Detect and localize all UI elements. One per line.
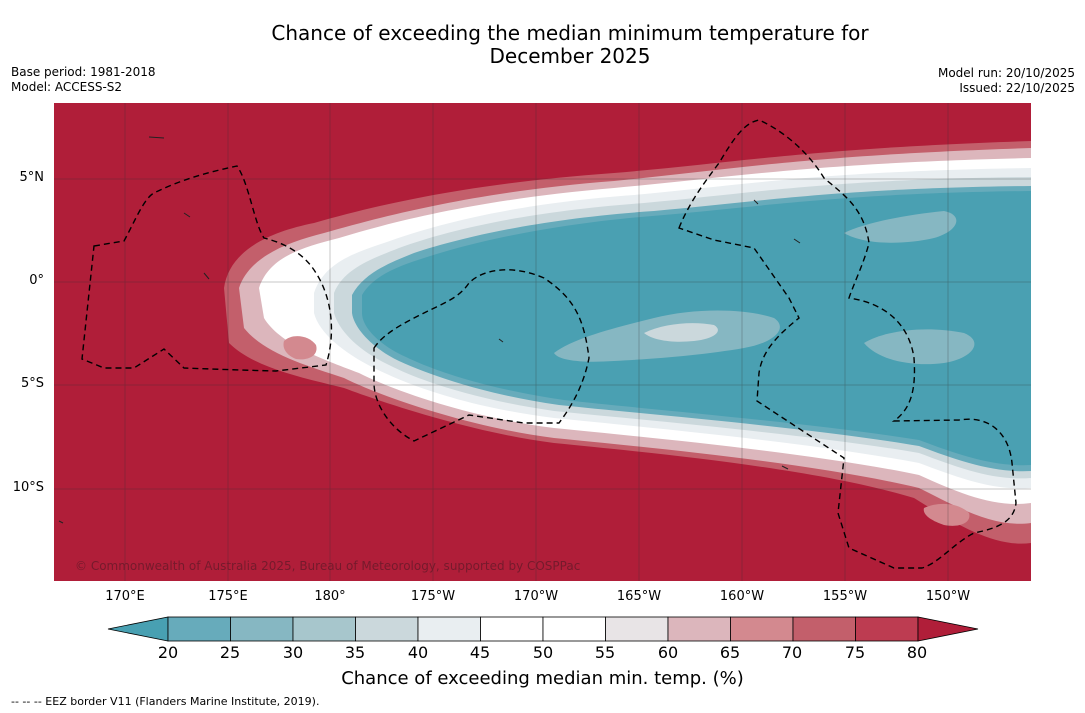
colorbar-cells bbox=[107, 616, 979, 642]
colorbar-tick-50: 50 bbox=[532, 643, 554, 662]
colorbar-cell bbox=[480, 616, 544, 642]
islands bbox=[58, 136, 801, 524]
eez-legend-note: -- -- -- EEZ border V11 (Flanders Marine… bbox=[11, 695, 320, 708]
patch-light-3 bbox=[864, 329, 975, 365]
eez-borders bbox=[81, 119, 1017, 569]
meta-left: Base period: 1981-2018 Model: ACCESS-S2 bbox=[11, 65, 156, 95]
colorbar-tick-40: 40 bbox=[407, 643, 429, 662]
colorbar-cell bbox=[230, 616, 294, 642]
lon-label-170e: 170°E bbox=[105, 589, 145, 604]
lon-label-180: 180° bbox=[314, 589, 346, 604]
lon-label-175e: 175°E bbox=[208, 589, 248, 604]
lon-label-170w: 170°W bbox=[513, 589, 559, 604]
colorbar-tick-75: 75 bbox=[844, 643, 866, 662]
model-run: Model run: 20/10/2025 bbox=[937, 66, 1075, 80]
graticule bbox=[54, 103, 1031, 581]
colorbar-tick-25: 25 bbox=[219, 643, 241, 662]
lat-label-5n: 5°N bbox=[19, 170, 45, 185]
meta-right: Model run: 20/10/2025 Issued: 22/10/2025 bbox=[938, 66, 1075, 96]
patch-warm-2 bbox=[923, 503, 970, 526]
lat-label-0: 0° bbox=[29, 273, 44, 288]
colorbar-cell bbox=[855, 616, 919, 642]
lat-label-5s: 5°S bbox=[20, 376, 44, 391]
colorbar-cell bbox=[167, 616, 231, 642]
colorbar-tick-45: 45 bbox=[469, 643, 491, 662]
colorbar-tick-70: 70 bbox=[781, 643, 803, 662]
title-line-2: December 2025 bbox=[489, 44, 651, 68]
colorbar-cell bbox=[605, 616, 669, 642]
patch-light-2 bbox=[644, 323, 718, 342]
lon-label-155w: 155°W bbox=[822, 589, 868, 604]
issued-date: Issued: 22/10/2025 bbox=[959, 81, 1075, 95]
forecast-map bbox=[54, 103, 1031, 581]
colorbar-extend-high bbox=[917, 616, 979, 642]
colorbar-tick-65: 65 bbox=[719, 643, 741, 662]
colorbar-tick-80: 80 bbox=[906, 643, 928, 662]
colorbar bbox=[107, 616, 979, 642]
colorbar-tick-60: 60 bbox=[657, 643, 679, 662]
map-title: Chance of exceeding the median minimum t… bbox=[160, 22, 980, 68]
model-name: Model: ACCESS-S2 bbox=[11, 80, 123, 94]
patch-light-4 bbox=[844, 211, 957, 243]
colorbar-cell bbox=[667, 616, 731, 642]
title-line-1: Chance of exceeding the median minimum t… bbox=[271, 21, 869, 45]
lon-label-175w: 175°W bbox=[410, 589, 456, 604]
copyright-notice: © Commonwealth of Australia 2025, Bureau… bbox=[75, 559, 581, 573]
colorbar-cell bbox=[792, 616, 856, 642]
lat-label-10s: 10°S bbox=[12, 480, 44, 495]
base-period: Base period: 1981-2018 bbox=[11, 65, 156, 79]
colorbar-cell bbox=[730, 616, 794, 642]
colorbar-cell bbox=[292, 616, 356, 642]
colorbar-label: Chance of exceeding median min. temp. (%… bbox=[341, 668, 744, 689]
colorbar-tick-35: 35 bbox=[344, 643, 366, 662]
colorbar-cell bbox=[542, 616, 606, 642]
colorbar-tick-55: 55 bbox=[594, 643, 616, 662]
colorbar-tick-20: 20 bbox=[157, 643, 179, 662]
lon-label-150w: 150°W bbox=[925, 589, 971, 604]
patch-warm-1 bbox=[283, 336, 317, 360]
colorbar-extend-low bbox=[107, 616, 169, 642]
lon-label-160w: 160°W bbox=[719, 589, 765, 604]
colorbar-cell bbox=[355, 616, 419, 642]
lon-label-165w: 165°W bbox=[616, 589, 662, 604]
colorbar-tick-30: 30 bbox=[282, 643, 304, 662]
colorbar-cell bbox=[417, 616, 481, 642]
